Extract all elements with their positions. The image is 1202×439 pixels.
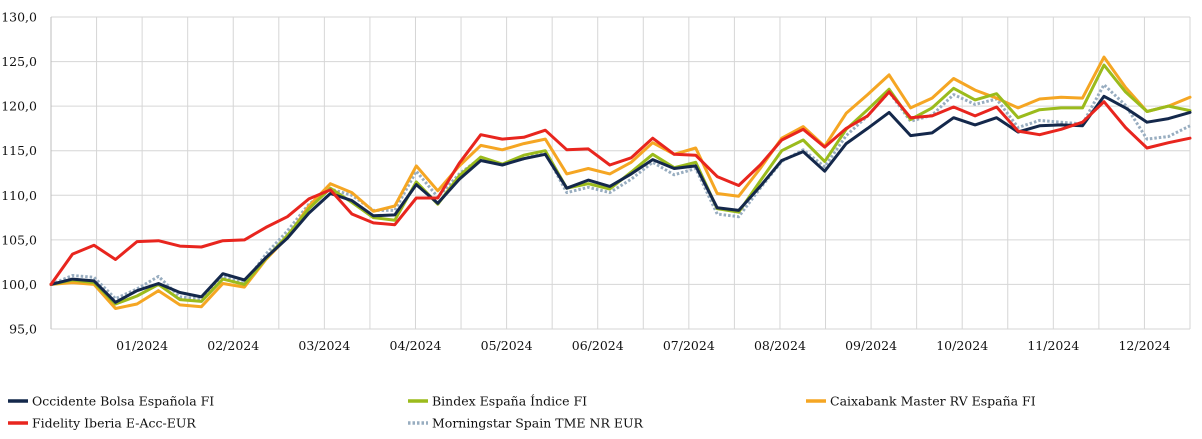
y-axis-tick-labels: 95,0 100,0 105,0 110,0 115,0 120,0 125,0 130,0 xyxy=(1,10,37,337)
legend-label: Fidelity Iberia E-Acc-EUR xyxy=(32,416,196,431)
series-lines xyxy=(49,55,1192,310)
y-tick-label: 125,0 xyxy=(1,54,37,69)
x-axis-tick-labels: 01/2024 02/2024 03/2024 04/2024 05/2024 06/20… xyxy=(116,338,1170,353)
x-tick-label: 06/2024 xyxy=(572,338,624,353)
x-tick-label: 12/2024 xyxy=(1118,338,1170,353)
legend-label: Caixabank Master RV España FI xyxy=(830,394,1036,409)
y-tick-label: 110,0 xyxy=(1,188,37,203)
legend-label: Occidente Bolsa Española FI xyxy=(32,394,214,409)
chart-legend: Occidente Bolsa Española FI Bindex España… xyxy=(8,394,1036,431)
x-tick-label: 03/2024 xyxy=(298,338,350,353)
y-tick-label: 115,0 xyxy=(1,143,37,158)
x-tick-label: 07/2024 xyxy=(663,338,715,353)
y-tick-label: 120,0 xyxy=(1,99,37,114)
y-tick-label: 100,0 xyxy=(1,277,37,292)
series-line-4 xyxy=(49,90,1192,286)
x-tick-label: 10/2024 xyxy=(936,338,988,353)
x-tick-label: 09/2024 xyxy=(845,338,897,353)
y-tick-label: 105,0 xyxy=(1,232,37,247)
y-tick-label: 95,0 xyxy=(9,322,37,337)
x-tick-label: 02/2024 xyxy=(207,338,259,353)
series-line-3 xyxy=(49,55,1192,310)
legend-label: Bindex España Índice FI xyxy=(432,394,587,409)
x-tick-label: 01/2024 xyxy=(116,338,168,353)
x-tick-label: 04/2024 xyxy=(390,338,442,353)
x-tick-label: 11/2024 xyxy=(1027,338,1079,353)
y-tick-label: 130,0 xyxy=(1,10,37,25)
x-tick-label: 08/2024 xyxy=(754,338,806,353)
chart-grid xyxy=(50,16,1191,330)
series-line-1 xyxy=(49,94,1192,304)
x-tick-label: 05/2024 xyxy=(481,338,533,353)
legend-label: Morningstar Spain TME NR EUR xyxy=(432,416,643,431)
